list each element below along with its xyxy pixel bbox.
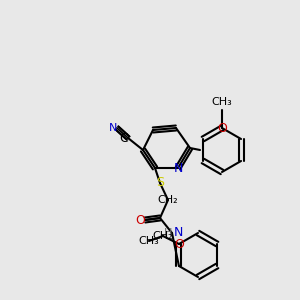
- Text: N: N: [173, 161, 183, 175]
- Text: S: S: [156, 176, 164, 190]
- Text: CH₃: CH₃: [139, 236, 159, 246]
- Text: O: O: [135, 214, 145, 226]
- Text: C: C: [119, 131, 128, 145]
- Text: CH₃: CH₃: [212, 97, 233, 107]
- Text: O: O: [217, 122, 227, 134]
- Text: H: H: [164, 228, 172, 238]
- Text: O: O: [174, 238, 184, 250]
- Text: N: N: [174, 226, 183, 239]
- Text: N: N: [109, 123, 117, 133]
- Text: CH₂: CH₂: [153, 231, 173, 241]
- Text: CH₂: CH₂: [158, 195, 178, 205]
